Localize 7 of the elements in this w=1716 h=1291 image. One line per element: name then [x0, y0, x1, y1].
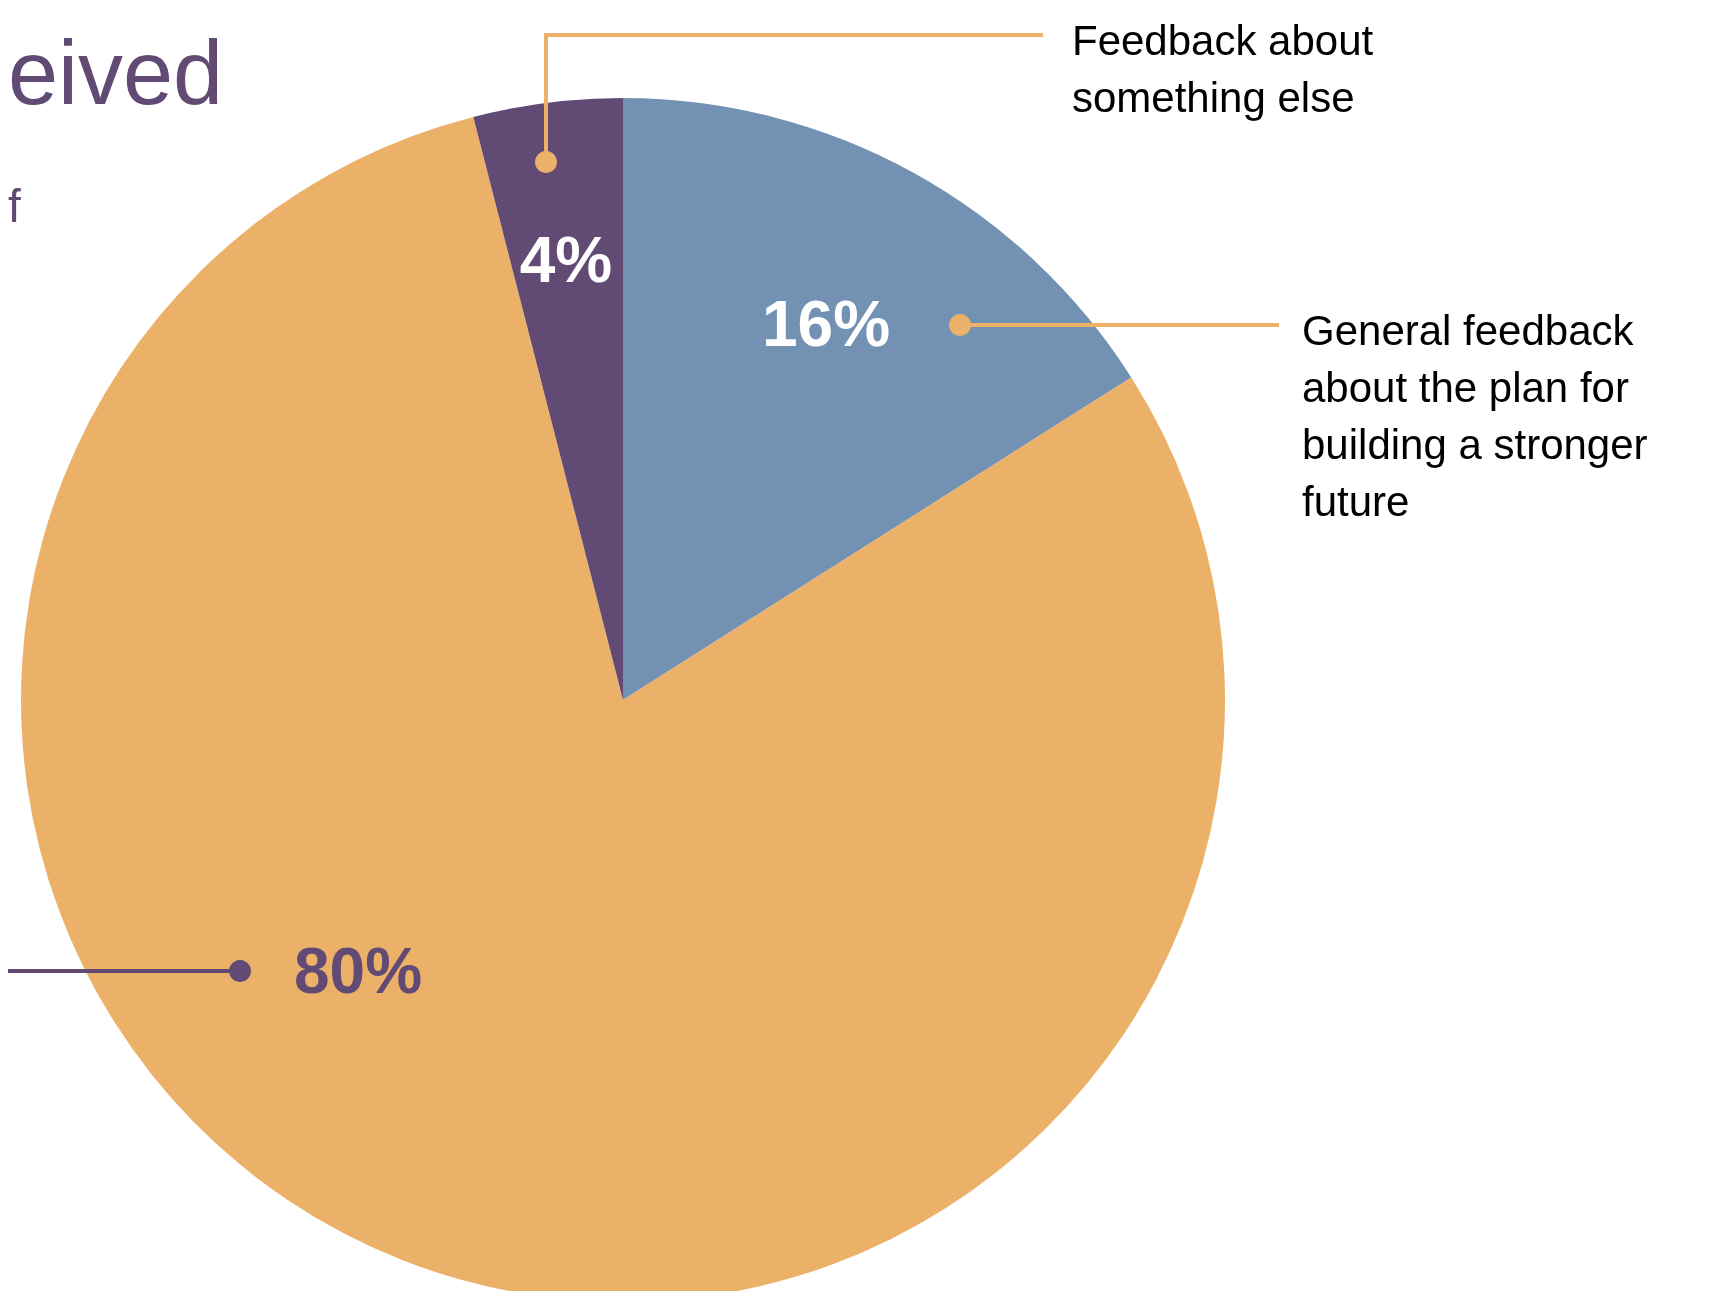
data-label: 4% [519, 224, 613, 296]
slice-label: General feedback about the plan for building a stronger future [1302, 307, 1660, 525]
slice-label: Feedback about something else [1072, 17, 1385, 121]
text: f [8, 180, 21, 232]
chart-title: eived [8, 23, 224, 123]
data-label: 80% [293, 935, 423, 1007]
data-label: 16% [761, 288, 891, 360]
